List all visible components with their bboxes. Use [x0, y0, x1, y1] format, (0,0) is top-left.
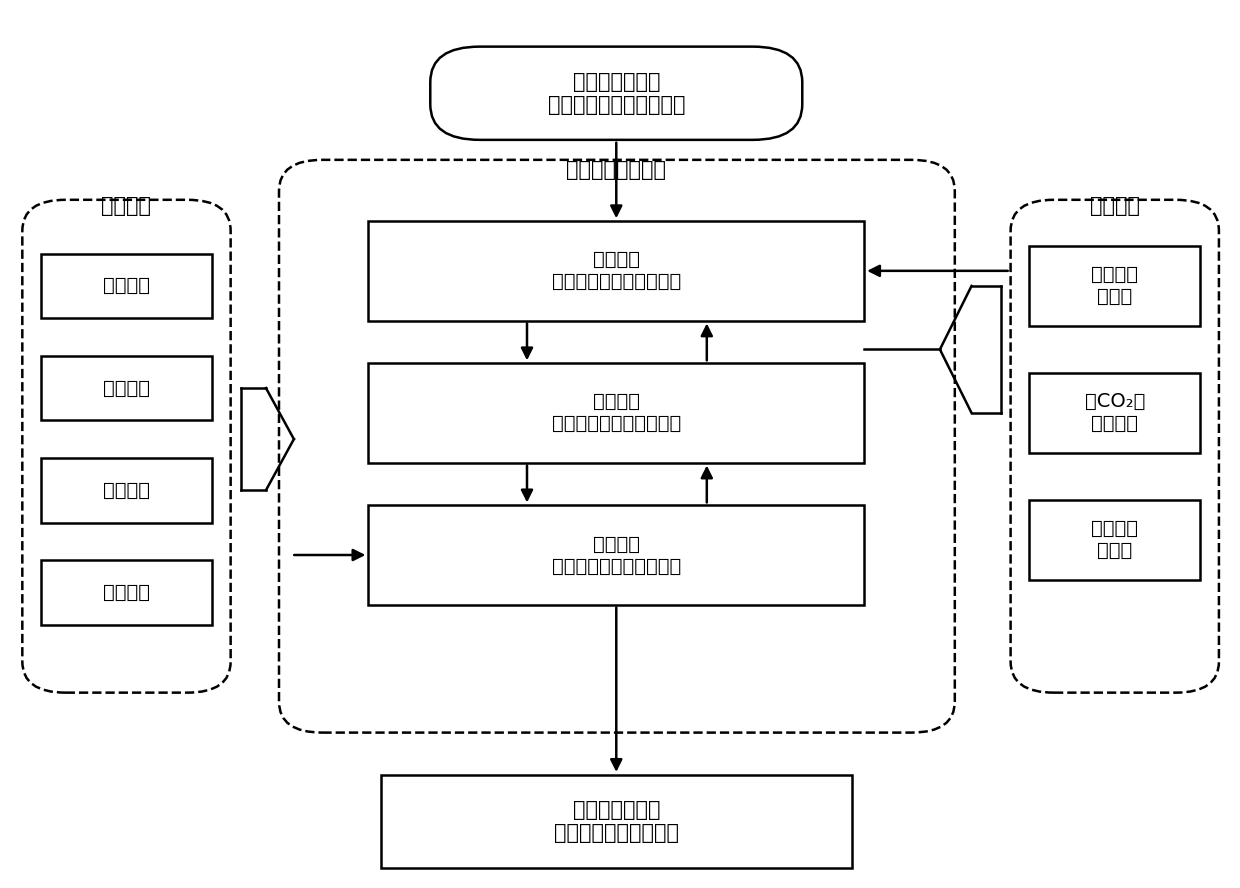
Text: 设备参数: 设备参数 — [103, 378, 150, 398]
Text: 系统参数: 系统参数 — [103, 276, 150, 296]
FancyBboxPatch shape — [1029, 500, 1200, 580]
Text: 年运行成
本最少: 年运行成 本最少 — [1091, 519, 1138, 560]
Text: 能源价格: 能源价格 — [103, 583, 150, 602]
Text: 二级优化
冷热电联供系统容量配置: 二级优化 冷热电联供系统容量配置 — [552, 392, 681, 433]
FancyBboxPatch shape — [381, 774, 852, 868]
FancyBboxPatch shape — [22, 200, 231, 693]
Text: 三级协同整体优化: 三级协同整体优化 — [567, 161, 666, 180]
Text: 冷热电联供系统
三级协同整体优化结果: 冷热电联供系统 三级协同整体优化结果 — [554, 800, 678, 843]
Text: 冷热电联供系统
三级协同整体优化初始化: 冷热电联供系统 三级协同整体优化初始化 — [548, 72, 684, 115]
Text: 三级优化
冷热电联供系统运行参数: 三级优化 冷热电联供系统运行参数 — [552, 535, 681, 575]
FancyBboxPatch shape — [41, 559, 212, 625]
Text: 优化目标: 优化目标 — [1090, 196, 1140, 216]
Text: 年CO₂排
放量最少: 年CO₂排 放量最少 — [1085, 392, 1145, 433]
FancyBboxPatch shape — [279, 160, 955, 733]
Text: 负荷数据: 负荷数据 — [103, 480, 150, 500]
FancyBboxPatch shape — [368, 221, 864, 321]
Text: 一级优化
冷热电联供系统设备选型: 一级优化 冷热电联供系统设备选型 — [552, 250, 681, 291]
FancyBboxPatch shape — [1029, 373, 1200, 453]
FancyBboxPatch shape — [430, 47, 802, 140]
Text: 输入信息: 输入信息 — [102, 196, 151, 216]
Text: 能源利用
率最高: 能源利用 率最高 — [1091, 266, 1138, 306]
FancyBboxPatch shape — [368, 363, 864, 463]
FancyBboxPatch shape — [41, 458, 212, 522]
FancyBboxPatch shape — [41, 254, 212, 318]
FancyBboxPatch shape — [1029, 246, 1200, 326]
FancyBboxPatch shape — [41, 356, 212, 421]
FancyBboxPatch shape — [1011, 200, 1219, 693]
FancyBboxPatch shape — [368, 505, 864, 605]
